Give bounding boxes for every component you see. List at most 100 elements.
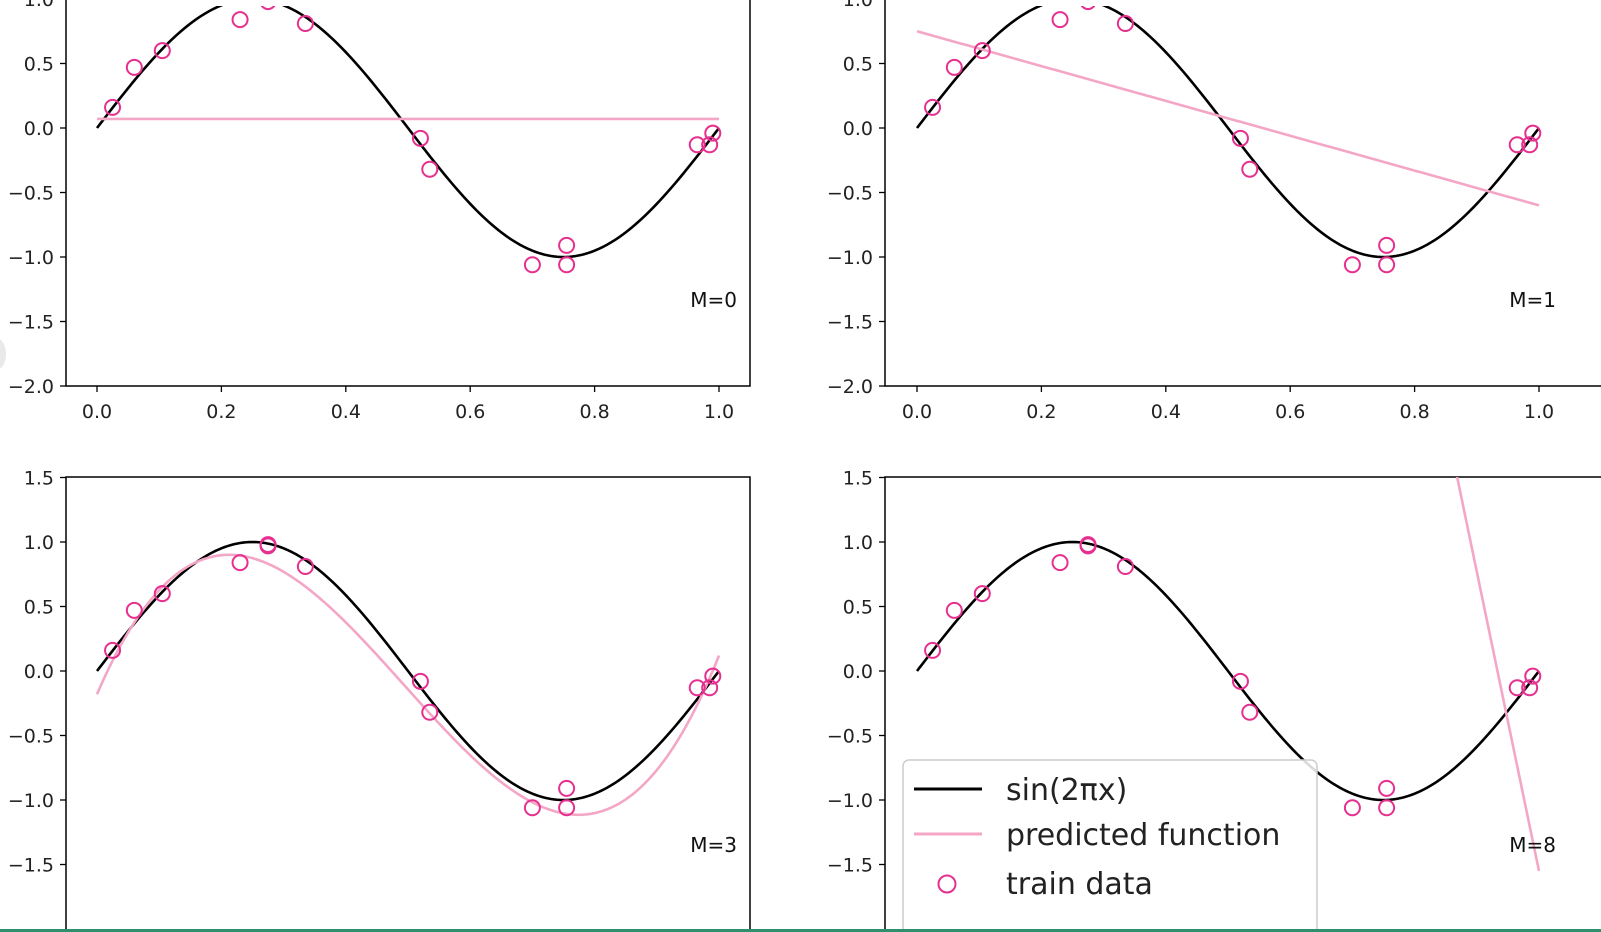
- train-data-point: [1521, 136, 1539, 154]
- train-data-point: [1508, 136, 1526, 154]
- train-data-point: [704, 667, 722, 685]
- window-bottom-border: [0, 929, 1601, 932]
- x-tick-label: 0.4: [1151, 401, 1181, 423]
- y-tick-label: −1.0: [8, 247, 54, 269]
- train-data-point: [924, 98, 942, 116]
- train-data-point: [1378, 256, 1396, 274]
- train-data-point: [421, 160, 439, 178]
- x-tick-label: 0.6: [455, 401, 485, 423]
- x-tick-label: 0.8: [1399, 401, 1429, 423]
- y-tick-label: −1.0: [8, 790, 54, 812]
- plot-area: [915, 6, 1542, 274]
- legend-frame: [902, 759, 1318, 932]
- legend-label-train: train data: [1006, 867, 1153, 902]
- series-line-sin2pix: [95, 6, 721, 259]
- x-tick-label: 0.2: [206, 401, 236, 423]
- y-tick-label: 0.5: [24, 54, 54, 76]
- y-tick-label: −2.0: [827, 376, 873, 398]
- series-line-sin2pix: [95, 540, 721, 802]
- train-data-point: [1231, 672, 1249, 690]
- y-tick-label: −1.0: [827, 790, 873, 812]
- train-data-point: [125, 601, 143, 619]
- x-tick-label: 0.4: [331, 401, 361, 423]
- y-tick-label: −2.0: [8, 376, 54, 398]
- y-tick-label: −0.5: [8, 183, 54, 205]
- legend-label-truth: sin(2πx): [1006, 773, 1127, 808]
- train-data-point: [231, 11, 249, 29]
- train-data-point: [153, 42, 171, 60]
- series-line-sin2pix: [915, 6, 1541, 259]
- train-data-point: [411, 129, 429, 147]
- model-order-label: M=0: [690, 288, 737, 312]
- train-data-point: [231, 554, 249, 572]
- train-data-point: [704, 124, 722, 142]
- plot-area: [95, 6, 722, 274]
- train-data-point: [1241, 160, 1259, 178]
- y-tick-label: −1.5: [827, 312, 873, 334]
- legend-label-predicted: predicted function: [1006, 818, 1280, 853]
- y-tick-label: −0.5: [827, 183, 873, 205]
- y-tick-label: 0.0: [24, 661, 54, 683]
- train-data-point: [558, 256, 576, 274]
- train-data-point: [1508, 679, 1526, 697]
- train-data-point: [945, 58, 963, 76]
- train-data-point: [973, 42, 991, 60]
- legend-marker-train: [937, 874, 957, 894]
- x-tick-label: 0.8: [579, 401, 609, 423]
- y-tick-label: 1.0: [24, 0, 54, 11]
- train-data-point: [1079, 537, 1097, 555]
- y-tick-label: 0.5: [24, 597, 54, 619]
- train-data-point: [153, 585, 171, 603]
- train-data-point: [1051, 554, 1069, 572]
- train-data-point: [1241, 703, 1259, 721]
- model-order-label: M=1: [1509, 288, 1556, 312]
- x-tick-label: 1.0: [1524, 401, 1554, 423]
- train-data-point: [973, 585, 991, 603]
- subplot-m0: −2.0 −1.5 −1.0 −0.5 0.0 0.5 1.0 0.0 0.2 0.4 0.6 0.8…: [8, 0, 751, 423]
- model-order-label: M=8: [1509, 833, 1556, 857]
- axes-frame: [65, 0, 751, 387]
- y-tick-label: 0.5: [843, 597, 873, 619]
- subplot-m8: −1.5 −1.0 −0.5 0.0 0.5 1.0 1.5 M=8: [827, 468, 1601, 932]
- plot-area: [95, 536, 722, 817]
- train-data-point: [701, 679, 719, 697]
- y-tick-label: 1.0: [843, 0, 873, 11]
- train-data-point: [1343, 799, 1361, 817]
- y-tick-label: −1.5: [8, 855, 54, 877]
- window-edge-handle: [0, 338, 6, 370]
- axes-frame: [884, 476, 1601, 932]
- axes-frame: [884, 0, 1601, 387]
- series-line-predicted: [95, 553, 721, 817]
- train-data-point: [701, 136, 719, 154]
- train-data-point: [945, 601, 963, 619]
- train-data-point: [296, 15, 314, 33]
- y-tick-label: 0.0: [24, 118, 54, 140]
- train-data-point: [1378, 799, 1396, 817]
- x-tick-label: 0.2: [1026, 401, 1056, 423]
- train-data-point: [1231, 129, 1249, 147]
- train-data-point: [1524, 667, 1542, 685]
- y-tick-label: −1.5: [8, 312, 54, 334]
- train-data-point: [688, 136, 706, 154]
- model-order-label: M=3: [690, 833, 737, 857]
- train-data-point: [259, 537, 277, 555]
- train-data-point: [1378, 779, 1396, 797]
- axes-frame: [65, 476, 751, 932]
- y-tick-label: −0.5: [8, 726, 54, 748]
- train-data-point: [558, 236, 576, 254]
- series-line-predicted: [916, 29, 1540, 207]
- train-data-point: [260, 6, 276, 11]
- train-data-point: [1051, 11, 1069, 29]
- y-tick-label: 1.5: [24, 468, 54, 490]
- y-tick-label: 0.0: [843, 118, 873, 140]
- y-tick-label: −0.5: [827, 726, 873, 748]
- y-tick-label: 0.5: [843, 54, 873, 76]
- train-data-point: [421, 703, 439, 721]
- y-tick-label: 1.0: [843, 532, 873, 554]
- legend: sin(2πx) predicted function train data: [902, 759, 1318, 932]
- x-tick-label: 0.6: [1275, 401, 1305, 423]
- y-tick-label: −1.5: [827, 855, 873, 877]
- train-data-point: [125, 58, 143, 76]
- train-data-point: [1080, 6, 1096, 11]
